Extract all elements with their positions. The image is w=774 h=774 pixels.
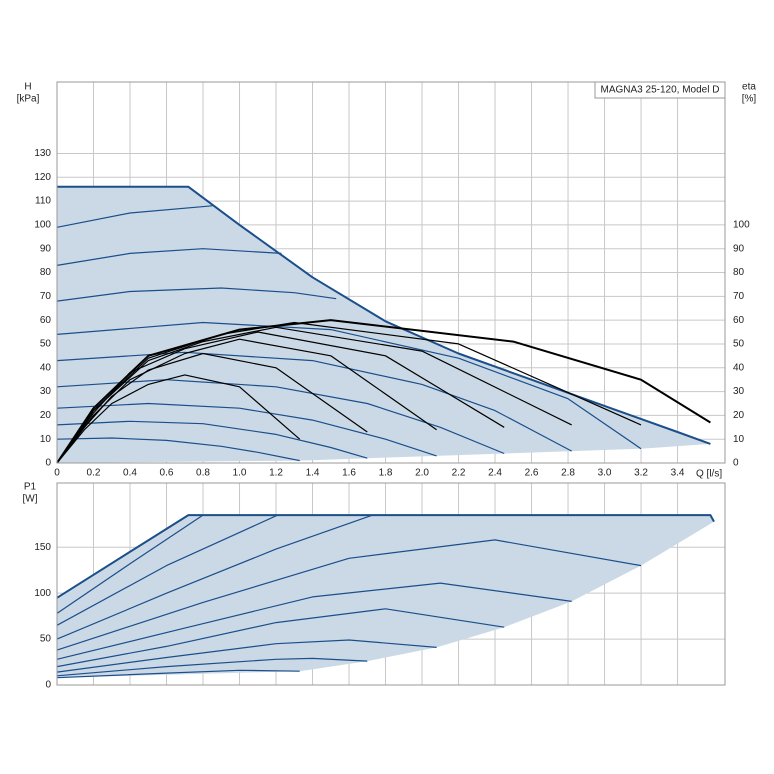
title-box [594,81,726,99]
curve [56,338,437,464]
y-tick-label: 150 [34,542,51,553]
curve [56,379,505,455]
x-tick-label: 2.2 [452,468,466,479]
y-tick-label: 50 [40,339,52,350]
chart-title: MAGNA3 25-120, Model D [601,85,720,96]
y-tick-label: 20 [40,410,52,421]
x-tick-label: 3.2 [634,468,648,479]
y-unit: [kPa] [17,94,40,105]
curve [57,185,711,445]
x-tick-label: 0.4 [123,468,137,479]
x-tick-label: 1.4 [306,468,320,479]
y-tick-label: 120 [34,172,51,183]
y-tick-label: 10 [40,434,52,445]
curve [56,420,368,459]
y-unit: [W] [23,494,38,505]
x-tick-label: 2.6 [525,468,539,479]
curve [56,639,437,673]
curve [56,582,572,660]
y-tick-label: 0 [45,680,51,691]
y-tick-label: 70 [40,291,52,302]
x-tick-label: 0.2 [87,468,101,479]
x-tick-label: 2.8 [561,468,575,479]
y-tick-label: 90 [40,243,52,254]
y2-tick-label: 50 [733,339,745,350]
y-label: H [24,82,31,93]
y-tick-label: 130 [34,148,51,159]
y-tick-label: 0 [45,458,51,469]
y2-tick-label: 40 [733,362,745,373]
x-tick-label: 3.4 [671,468,685,479]
curve [56,402,437,457]
x-tick-label: 0.6 [160,468,174,479]
curve [56,669,300,679]
y2-tick-label: 30 [733,386,745,397]
x-tick-label: 3.0 [598,468,612,479]
y-tick-label: 100 [34,220,51,231]
curve [56,321,642,450]
y2-unit: [%] [742,94,757,105]
x-tick-label: 0.8 [196,468,210,479]
curve [56,657,368,677]
y2-label: eta [742,82,756,93]
y2-tick-label: 20 [733,410,745,421]
x-label: Q [l/s] [696,469,722,480]
y-label: P1 [24,482,37,493]
y-tick-label: 60 [40,315,52,326]
x-tick-label: 1.2 [269,468,283,479]
y-tick-label: 30 [40,386,52,397]
curve [56,514,204,614]
curve [56,608,505,668]
curve [56,287,337,302]
y-tick-label: 50 [40,634,52,645]
y2-tick-label: 60 [733,315,745,326]
x-tick-label: 1.6 [342,468,356,479]
curve [56,248,282,266]
x-tick-label: 2.4 [488,468,502,479]
area [57,186,711,464]
curve [56,514,279,626]
x-tick-label: 1.8 [379,468,393,479]
plot-frame [56,81,726,464]
curve [56,514,373,640]
y-tick-label: 100 [34,588,51,599]
plot-frame [56,482,726,686]
curve [56,514,715,599]
curve [56,437,300,462]
curve [56,319,711,464]
curve [56,331,505,464]
y2-tick-label: 100 [733,220,750,231]
y-tick-label: 40 [40,362,52,373]
curve [56,374,301,464]
y-tick-label: 110 [35,196,51,207]
curve [56,205,213,228]
area [57,515,714,678]
y2-tick-label: 70 [733,291,745,302]
y2-tick-label: 0 [733,458,739,469]
x-tick-label: 0 [54,468,60,479]
y2-tick-label: 10 [733,434,745,445]
y2-tick-label: 90 [733,243,745,254]
y-tick-label: 80 [40,267,52,278]
x-tick-label: 2.0 [415,468,429,479]
curve [56,539,642,651]
x-tick-label: 1.0 [233,468,247,479]
y2-tick-label: 80 [733,267,745,278]
